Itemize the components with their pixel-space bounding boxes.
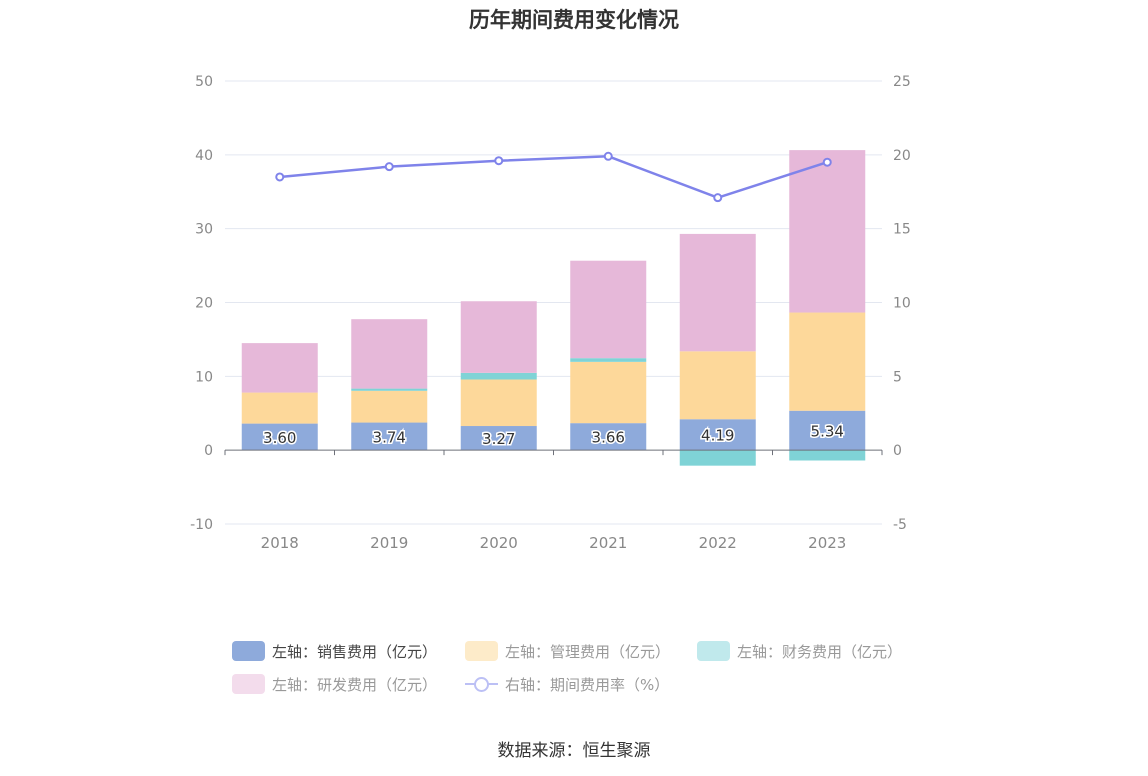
data-label: 3.66 [592,429,625,447]
bar-segment [460,372,537,380]
chart-plot: -10 0 10 20 30 40 50 -5 0 5 10 15 20 25 2018 2019 2020 20… [190,74,911,552]
y-left-tick-label: 10 [195,369,213,385]
y-right-tick-label: 15 [893,222,911,238]
expense-rate-point [494,156,504,166]
legend-label-sales: 左轴：销售费用（亿元） [272,642,438,661]
bar-segment [570,260,647,359]
expense-rate-point [603,151,613,161]
expense-rate-point [713,193,723,203]
legend-item-sales[interactable]: 左轴：销售费用（亿元） [232,638,437,664]
bar-segment [460,426,537,451]
legend-swatch-rnd [232,674,265,694]
data-label: 3.74 [373,428,406,446]
expense-rate-point [275,172,285,182]
bar-segment [351,388,428,391]
x-tick-label: 2021 [589,534,627,552]
bar-segment [241,423,318,451]
legend-swatch-finance [697,641,730,661]
legend-swatch-admin [465,641,498,661]
y-left-tick-label: 30 [195,222,213,238]
bar-segment [241,392,318,424]
x-tick-label: 2023 [808,534,846,552]
bar-segment [351,422,428,451]
bar-segment [789,410,866,451]
data-label: 3.60 [263,429,296,447]
bar-segment [570,358,647,362]
bar-segment [460,301,537,373]
x-tick-label: 2018 [261,534,299,552]
y-right-tick-label: 20 [893,148,911,164]
data-label: 3.27 [482,430,515,448]
legend-label-finance: 左轴：财务费用（亿元） [737,642,903,661]
bar-segment [679,450,756,466]
legend-item-rnd[interactable]: 左轴：研发费用（亿元） [232,671,437,697]
bar-segment [241,343,318,393]
data-label: 4.19 [701,427,734,445]
legend-swatch-sales [232,641,265,661]
bar-segment [679,419,756,451]
y-right-tick-label: 25 [893,74,911,90]
legend-item-expense-rate[interactable]: 右轴：期间费用率（%） [465,671,669,697]
bar-segment [351,319,428,389]
y-left-tick-label: 50 [195,74,213,90]
y-left-tick-label: 20 [195,296,213,312]
y-left-tick-label: 40 [195,148,213,164]
bar-segment [789,312,866,411]
legend-label-expense-rate: 右轴：期间费用率（%） [505,675,670,694]
data-label: 5.34 [811,422,844,440]
legend-label-rnd: 左轴：研发费用（亿元） [272,675,438,694]
y-left-tick-label: -10 [190,517,213,533]
bar-segment [351,390,428,423]
expense-rate-line [279,155,828,199]
bar-segment [570,423,647,451]
legend-label-admin: 左轴：管理费用（亿元） [505,642,671,661]
expense-rate-point [822,157,832,167]
expense-rate-point [384,162,394,172]
bar-segment [679,233,756,352]
legend-item-finance[interactable]: 左轴：财务费用（亿元） [697,638,902,664]
x-tick-label: 2022 [699,534,737,552]
y-right-tick-label: 10 [893,296,911,312]
x-tick-label: 2019 [370,534,408,552]
legend-swatch-expense-rate [465,674,498,694]
bar-segment [460,379,537,427]
bar-segment [679,351,756,420]
bar-segment [570,361,647,424]
x-tick-label: 2020 [480,534,518,552]
bar-segment [789,150,866,313]
data-source: 数据来源：恒生聚源 [497,741,651,761]
legend-item-admin[interactable]: 左轴：管理费用（亿元） [465,638,670,664]
y-left-tick-label: 0 [204,443,213,459]
bar-segment [789,450,866,461]
y-right-tick-label: 5 [893,369,902,385]
y-right-tick-label: -5 [893,517,907,533]
chart-title: 历年期间费用变化情况 [469,8,679,32]
y-right-tick-label: 0 [893,443,902,459]
